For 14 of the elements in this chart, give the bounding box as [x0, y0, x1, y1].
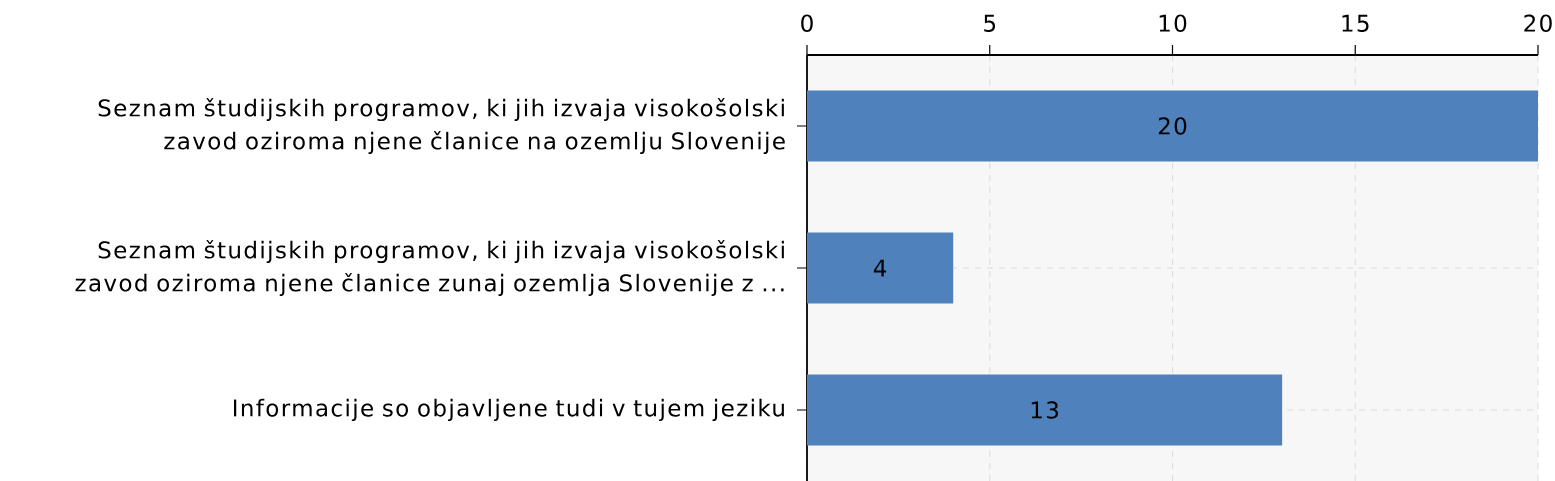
x-tick-label: 15 [1342, 14, 1369, 32]
x-tick-label: 20 [1524, 14, 1552, 32]
bar [806, 374, 1283, 446]
y-tick-label: Informacije so objavljene tudi v tujem jeziku [233, 398, 784, 422]
bar [806, 90, 1538, 162]
bar [806, 232, 954, 304]
data-label: 4 [873, 259, 887, 277]
x-tick-label: 5 [984, 14, 996, 32]
x-tick-label: 10 [1159, 14, 1187, 32]
x-tick-label: 0 [801, 14, 813, 32]
y-tick-label: Seznam študijskih programov, ki jih izvaja visokošolski zavod oziroma njene članice na ozemlju Slovenije [98, 97, 785, 155]
y-tick-label: Seznam študijskih programov, ki jih izvaja visokošolski zavod oziroma njene članice zunaj ozemlja Slovenije z ... [75, 239, 784, 297]
data-label: 20 [1158, 117, 1187, 135]
data-label: 13 [1031, 401, 1059, 419]
